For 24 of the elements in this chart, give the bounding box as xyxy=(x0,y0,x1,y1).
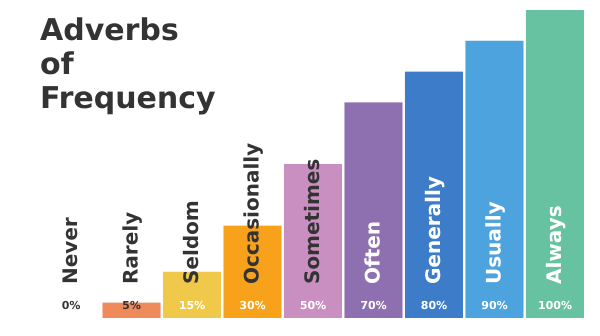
x-tick-label: Rarely xyxy=(118,212,143,284)
data-label: 5% xyxy=(122,299,141,312)
text: Adverbs of Frequency xyxy=(40,13,216,116)
x-tick-label: Generally xyxy=(420,176,445,284)
bar xyxy=(344,102,403,318)
data-label: 90% xyxy=(481,299,508,312)
x-tick-label: Seldom xyxy=(179,200,204,284)
x-tick-label: Always xyxy=(542,205,566,284)
x-tick-label: Often xyxy=(360,220,384,284)
data-label: 80% xyxy=(420,299,448,312)
data-label: 70% xyxy=(360,299,387,312)
x-tick-label: Occasionally xyxy=(240,142,264,284)
data-label: 50% xyxy=(300,299,326,312)
data-label: 30% xyxy=(239,299,266,312)
x-tick-label: Sometimes xyxy=(300,158,324,284)
bar xyxy=(465,40,524,318)
x-tick-label: Never xyxy=(58,217,82,284)
x-tick-label: Usually xyxy=(481,201,506,284)
bar xyxy=(404,72,464,318)
data-label: 100% xyxy=(538,299,572,312)
bar xyxy=(526,10,584,318)
data-label: 0% xyxy=(62,299,80,312)
bar xyxy=(102,302,161,318)
data-label: 15% xyxy=(178,299,206,312)
